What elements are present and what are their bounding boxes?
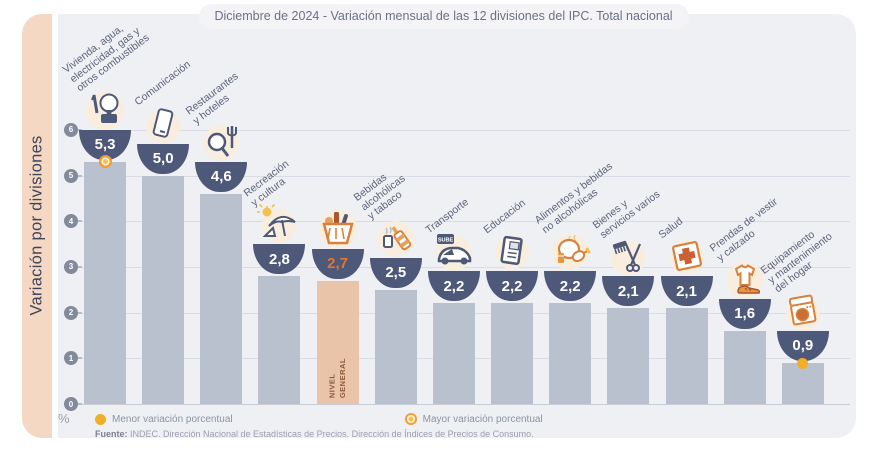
alcohol-tobacco-icon (372, 214, 420, 262)
chart-title: Diciembre de 2024 - Variación mensual de… (198, 4, 689, 29)
bar (84, 161, 126, 404)
value-bowl: 2,1 (602, 276, 655, 307)
bar (432, 303, 475, 404)
menor-marker-dot (797, 357, 809, 369)
mayor-dot-icon (404, 413, 417, 425)
bar (549, 303, 592, 404)
y-tick-3: 3 (64, 259, 78, 274)
legend-item-menor: Menor variación porcentual (95, 413, 233, 425)
value-bowl: 0,9 (776, 330, 829, 361)
y-tick-1: 1 (64, 351, 78, 366)
gridline-4 (78, 221, 850, 223)
menor-dot-icon (95, 413, 106, 425)
bar: NIVEL GENERAL (316, 280, 359, 404)
bar-value: 0,9 (792, 337, 814, 355)
legend-label: Mayor variación porcentual (422, 413, 543, 425)
health-cross-icon (663, 232, 711, 280)
sidebar: Variación por divisiones (22, 14, 52, 438)
beach-umbrella-icon (255, 200, 303, 248)
mayor-marker-dot (98, 154, 112, 168)
bar-value: 2,2 (559, 277, 581, 295)
y-tick-5: 5 (64, 168, 78, 183)
svg-text:SUBE: SUBE (438, 238, 454, 244)
gridline-6 (78, 129, 850, 131)
y-tick-6: 6 (64, 122, 78, 137)
shopping-basket-icon (314, 205, 362, 253)
housing-utilities-icon (81, 86, 129, 134)
source-note: Fuente: INDEC. Dirección Nacional de Est… (95, 429, 534, 439)
bar-inner-label: NIVEL GENERAL (327, 357, 347, 398)
y-tick-0: 0 (64, 397, 78, 411)
restaurant-hotel-icon (197, 118, 245, 166)
bar (781, 362, 824, 404)
bar (723, 330, 766, 404)
bar-value: 4,6 (210, 168, 232, 186)
clothing-shoe-icon (721, 255, 769, 303)
value-bowl: 4,6 (195, 161, 248, 192)
value-bowl: 2,2 (427, 271, 480, 302)
y-tick-2: 2 (64, 305, 78, 320)
car-transport-icon: SUBE (430, 227, 478, 275)
source-prefix: Fuente: (95, 429, 128, 439)
gridline-5 (78, 175, 850, 177)
bar (607, 308, 650, 404)
value-bowl: 2,7 (311, 248, 364, 279)
value-bowl: 2,5 (369, 257, 422, 288)
bar (374, 289, 417, 404)
legend-item-mayor: Mayor variación porcentual (404, 413, 543, 425)
smartphone-icon (139, 100, 187, 148)
bar-value: 2,2 (443, 277, 465, 295)
bar (258, 276, 301, 404)
value-bowl: 5,0 (137, 143, 190, 174)
legend: Menor variación porcentual Mayor variaci… (95, 413, 543, 425)
bar-value: 2,1 (676, 282, 697, 300)
bar (491, 303, 534, 404)
source-text: INDEC. Dirección Nacional de Estadística… (127, 429, 534, 439)
education-book-icon (488, 227, 536, 275)
scissors-comb-icon (604, 232, 652, 280)
category-label: Equipamiento y mantenimiento del hogar (758, 228, 835, 296)
gridline-0 (78, 404, 850, 405)
value-bowl: 2,8 (253, 244, 306, 275)
bar (665, 308, 708, 404)
y-tick-4: 4 (64, 214, 78, 229)
category-label: Vivienda, agua, electricidad, gas y otro… (60, 22, 152, 95)
bar-value: 5,3 (94, 136, 116, 154)
bar-value: 5,0 (152, 150, 174, 167)
bar-value: 2,1 (617, 282, 639, 300)
legend-label: Menor variación porcentual (112, 413, 233, 425)
value-bowl: 2,2 (544, 271, 597, 302)
bar-value: 1,6 (734, 305, 756, 323)
axis-unit-label: % (58, 411, 70, 426)
bar-value: 2,8 (269, 250, 290, 268)
washing-machine-icon (779, 287, 827, 335)
bar (142, 175, 185, 404)
value-bowl: 2,1 (660, 276, 713, 307)
bar (200, 193, 243, 404)
bar-value: 2,7 (327, 255, 349, 273)
food-chicken-icon (546, 227, 594, 275)
bar-value: 2,5 (385, 264, 407, 282)
value-bowl: 1,6 (718, 298, 771, 329)
bar-value: 2,2 (501, 277, 523, 295)
value-bowl: 2,2 (486, 271, 539, 302)
